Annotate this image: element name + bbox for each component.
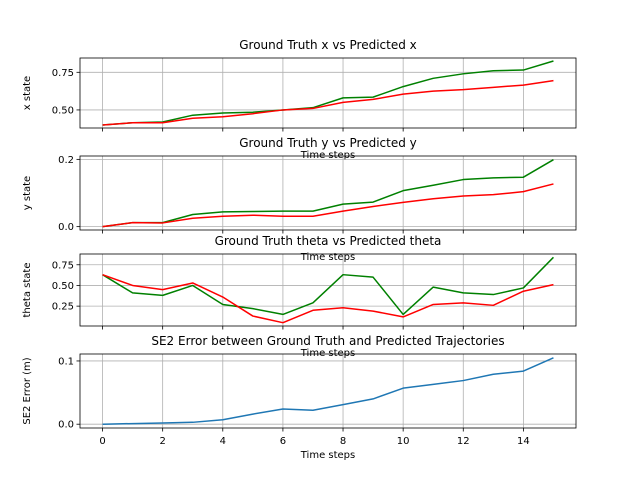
y-tick-label: 0.1 (58, 356, 74, 367)
y-tick-label: 0.0 (58, 222, 74, 233)
axes-frame (79, 253, 577, 327)
series-line-1 (102, 357, 554, 425)
series-line-2 (102, 183, 554, 228)
y-axis-label: theta state (22, 263, 33, 318)
axes-frame (79, 57, 577, 129)
y-axis-label: x state (22, 76, 33, 110)
subplot-2: 0.0 0.2 Time steps y state (22, 155, 577, 263)
x-tick-label: 12 (457, 436, 470, 447)
y-tick-label: 0.0 (58, 420, 74, 431)
chart-title: Ground Truth theta vs Predicted theta (215, 234, 442, 248)
y-axis-label: SE2 Error (m) (22, 357, 33, 424)
x-axis-label: Time steps (300, 450, 356, 461)
y-axis-label: y state (22, 176, 33, 210)
y-tick-label: 0.75 (52, 68, 74, 79)
y-tick-label: 0.75 (52, 260, 74, 271)
x-tick-label: 0 (99, 436, 105, 447)
x-axis-label: Time steps (300, 252, 356, 263)
series-line-2 (102, 273, 554, 324)
x-tick-label: 6 (280, 436, 286, 447)
y-tick-label: 0.2 (58, 155, 74, 166)
axes-frame (79, 155, 577, 231)
x-tick-label: 14 (517, 436, 530, 447)
series-line-2 (102, 79, 554, 126)
chart-title: Ground Truth y vs Predicted y (239, 136, 417, 150)
x-tick-label: 2 (159, 436, 165, 447)
y-tick-label: 0.50 (52, 281, 74, 292)
series-line-1 (102, 256, 554, 316)
subplot-4: 0 2 4 6 8 10 12 14 0.0 0.1 Time steps SE2 Error (m) (22, 353, 577, 461)
y-tick-label: 0.25 (52, 302, 74, 313)
x-tick-label: 4 (220, 436, 226, 447)
chart-title: SE2 Error between Ground Truth and Predi… (151, 334, 504, 348)
x-tick-label: 8 (340, 436, 346, 447)
series-line-1 (102, 60, 554, 126)
x-tick-label: 10 (397, 436, 410, 447)
series-line-1 (102, 159, 554, 228)
chart-title: Ground Truth x vs Predicted x (239, 38, 417, 52)
subplot-1: 0.50 0.75 Time steps x state (22, 57, 577, 161)
x-axis-label: Time steps (300, 150, 356, 161)
x-axis-label: Time steps (300, 348, 356, 359)
axes-frame (79, 353, 577, 429)
y-tick-label: 0.50 (52, 105, 74, 116)
subplot-3: 0.25 0.50 0.75 Time steps theta state (22, 253, 577, 359)
